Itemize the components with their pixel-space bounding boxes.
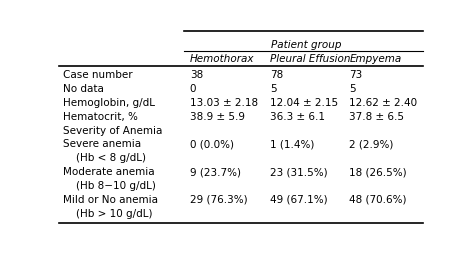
Text: 48 (70.6%): 48 (70.6%) [349,195,407,205]
Text: (Hb < 8 g/dL): (Hb < 8 g/dL) [76,153,146,163]
Text: 12.04 ± 2.15: 12.04 ± 2.15 [271,98,338,108]
Text: (Hb > 10 g/dL): (Hb > 10 g/dL) [76,209,152,219]
Text: Case number: Case number [63,70,133,80]
Text: Moderate anemia: Moderate anemia [63,167,155,177]
Text: 2 (2.9%): 2 (2.9%) [349,140,394,150]
Text: 37.8 ± 6.5: 37.8 ± 6.5 [349,112,404,122]
Text: 1 (1.4%): 1 (1.4%) [271,140,315,150]
Text: 38.9 ± 5.9: 38.9 ± 5.9 [190,112,245,122]
Text: Hematocrit, %: Hematocrit, % [63,112,138,122]
Text: 5: 5 [349,84,356,94]
Text: 36.3 ± 6.1: 36.3 ± 6.1 [271,112,326,122]
Text: 5: 5 [271,84,277,94]
Text: 49 (67.1%): 49 (67.1%) [271,195,328,205]
Text: 73: 73 [349,70,363,80]
Text: No data: No data [63,84,104,94]
Text: 0 (0.0%): 0 (0.0%) [190,140,234,150]
Text: 0: 0 [190,84,196,94]
Text: 12.62 ± 2.40: 12.62 ± 2.40 [349,98,418,108]
Text: Pleural Effusion: Pleural Effusion [271,54,351,64]
Text: 29 (76.3%): 29 (76.3%) [190,195,247,205]
Text: (Hb 8−10 g/dL): (Hb 8−10 g/dL) [76,181,155,191]
Text: 38: 38 [190,70,203,80]
Text: 13.03 ± 2.18: 13.03 ± 2.18 [190,98,258,108]
Text: Hemothorax: Hemothorax [190,54,254,64]
Text: Empyema: Empyema [349,54,401,64]
Text: 23 (31.5%): 23 (31.5%) [271,167,328,177]
Text: 78: 78 [271,70,284,80]
Text: Hemoglobin, g/dL: Hemoglobin, g/dL [63,98,155,108]
Text: Patient group: Patient group [271,39,342,49]
Text: Severity of Anemia: Severity of Anemia [63,125,162,136]
Text: 18 (26.5%): 18 (26.5%) [349,167,407,177]
Text: Severe anemia: Severe anemia [63,140,141,150]
Text: 9 (23.7%): 9 (23.7%) [190,167,241,177]
Text: Mild or No anemia: Mild or No anemia [63,195,158,205]
